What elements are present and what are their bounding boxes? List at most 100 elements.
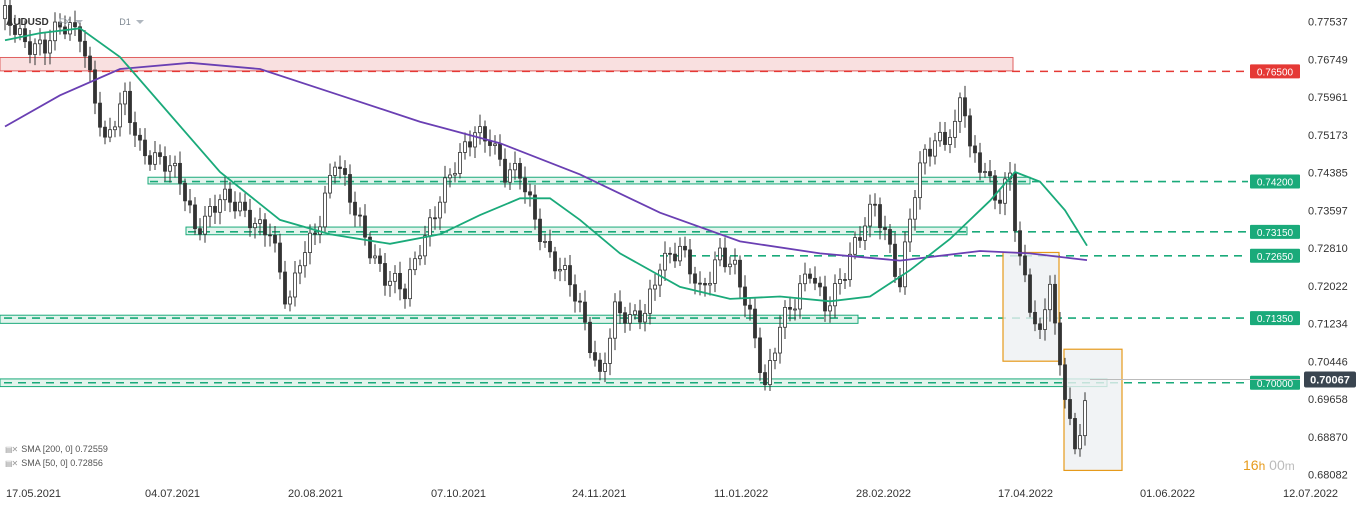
indicator-settings-icon[interactable]: ▤✕ [5, 458, 18, 468]
candle [883, 227, 887, 230]
candle [933, 140, 937, 157]
candle [438, 201, 442, 219]
sma50-line [4, 27, 1088, 303]
candle [443, 177, 447, 203]
candle [268, 234, 272, 237]
candle [698, 282, 702, 285]
candle [583, 301, 587, 323]
candle [148, 155, 152, 165]
candle [253, 223, 257, 229]
candle [563, 265, 567, 270]
candle [1038, 323, 1042, 330]
candle [923, 148, 927, 164]
candle [333, 166, 337, 176]
y-tick-label: 0.76749 [1308, 54, 1348, 66]
price-zone [185, 226, 968, 236]
candle [173, 162, 177, 167]
candle [873, 203, 877, 206]
y-tick-label: 0.69658 [1308, 394, 1348, 406]
candle [218, 199, 222, 213]
candle [248, 209, 252, 229]
candle [798, 283, 802, 310]
x-tick-label: 17.04.2022 [998, 488, 1053, 500]
candle [328, 175, 332, 194]
legend-sma50[interactable]: ▤✕ SMA [50, 0] 0.72856 [5, 458, 103, 468]
candle [208, 206, 212, 217]
candle [603, 363, 607, 372]
candle [143, 139, 147, 157]
candle [643, 312, 647, 323]
y-tick-label: 0.72810 [1308, 243, 1348, 255]
candle [803, 273, 807, 285]
candle [998, 199, 1002, 204]
candle [718, 247, 722, 261]
candle [463, 141, 467, 153]
legend-sma200-label: SMA [200, 0] 0.72559 [21, 444, 108, 454]
candle [978, 152, 982, 173]
candle [158, 152, 162, 157]
candle [578, 300, 582, 303]
candle [763, 372, 767, 386]
candle [508, 169, 512, 183]
legend-sma50-label: SMA [50, 0] 0.72856 [21, 458, 103, 468]
candle [193, 204, 197, 230]
level-flag [1250, 64, 1300, 79]
symbol-label[interactable]: AUDUSD [6, 16, 49, 28]
x-tick-label: 17.05.2021 [6, 488, 61, 500]
candle [878, 204, 882, 229]
candle [733, 259, 737, 265]
interval-chevron-down-icon[interactable] [135, 20, 144, 24]
candle [278, 242, 282, 273]
candle [558, 269, 562, 272]
y-tick-label: 0.70446 [1308, 356, 1348, 368]
candle [453, 173, 457, 176]
candle [958, 97, 962, 122]
candle [688, 249, 692, 275]
candle [523, 177, 527, 193]
x-tick-label: 07.10.2021 [431, 488, 486, 500]
candle [1013, 172, 1017, 232]
candle [258, 219, 262, 224]
candle [1053, 283, 1057, 324]
candle [948, 136, 952, 145]
y-tick-label: 0.77537 [1308, 17, 1348, 29]
candle [943, 131, 947, 145]
indicator-settings-icon[interactable]: ▤✕ [5, 444, 18, 454]
candle [163, 156, 167, 172]
candle [478, 126, 482, 134]
candle [138, 134, 142, 141]
candle [783, 307, 787, 328]
candle [833, 283, 837, 307]
candle [238, 201, 242, 212]
candle [748, 304, 752, 310]
candle [868, 203, 872, 227]
candle [423, 235, 427, 257]
candle [468, 141, 472, 148]
candle [568, 265, 572, 286]
candle [233, 201, 237, 212]
candle [853, 237, 857, 255]
candle [293, 272, 297, 298]
candle [818, 282, 822, 288]
y-tick-label: 0.73597 [1308, 205, 1348, 217]
interval-label[interactable]: D1 [119, 17, 131, 27]
market-chevron-down-icon[interactable] [75, 20, 84, 24]
countdown-hours: 16 [1243, 457, 1259, 473]
candle [743, 286, 747, 306]
candle [1078, 435, 1082, 450]
candle [298, 265, 302, 274]
level-flag [1250, 248, 1300, 263]
market-label[interactable]: FX [58, 17, 71, 27]
highlight-box [1063, 348, 1123, 472]
candle [243, 201, 247, 211]
candle [493, 143, 497, 146]
countdown-minutes: 00 [1269, 457, 1285, 473]
candle [553, 251, 557, 272]
candle [963, 97, 967, 117]
candle [1023, 255, 1027, 276]
candle [93, 69, 97, 104]
level-flag-label: 0.71350 [1257, 314, 1294, 325]
legend-sma200[interactable]: ▤✕ SMA [200, 0] 0.72559 [5, 444, 108, 454]
